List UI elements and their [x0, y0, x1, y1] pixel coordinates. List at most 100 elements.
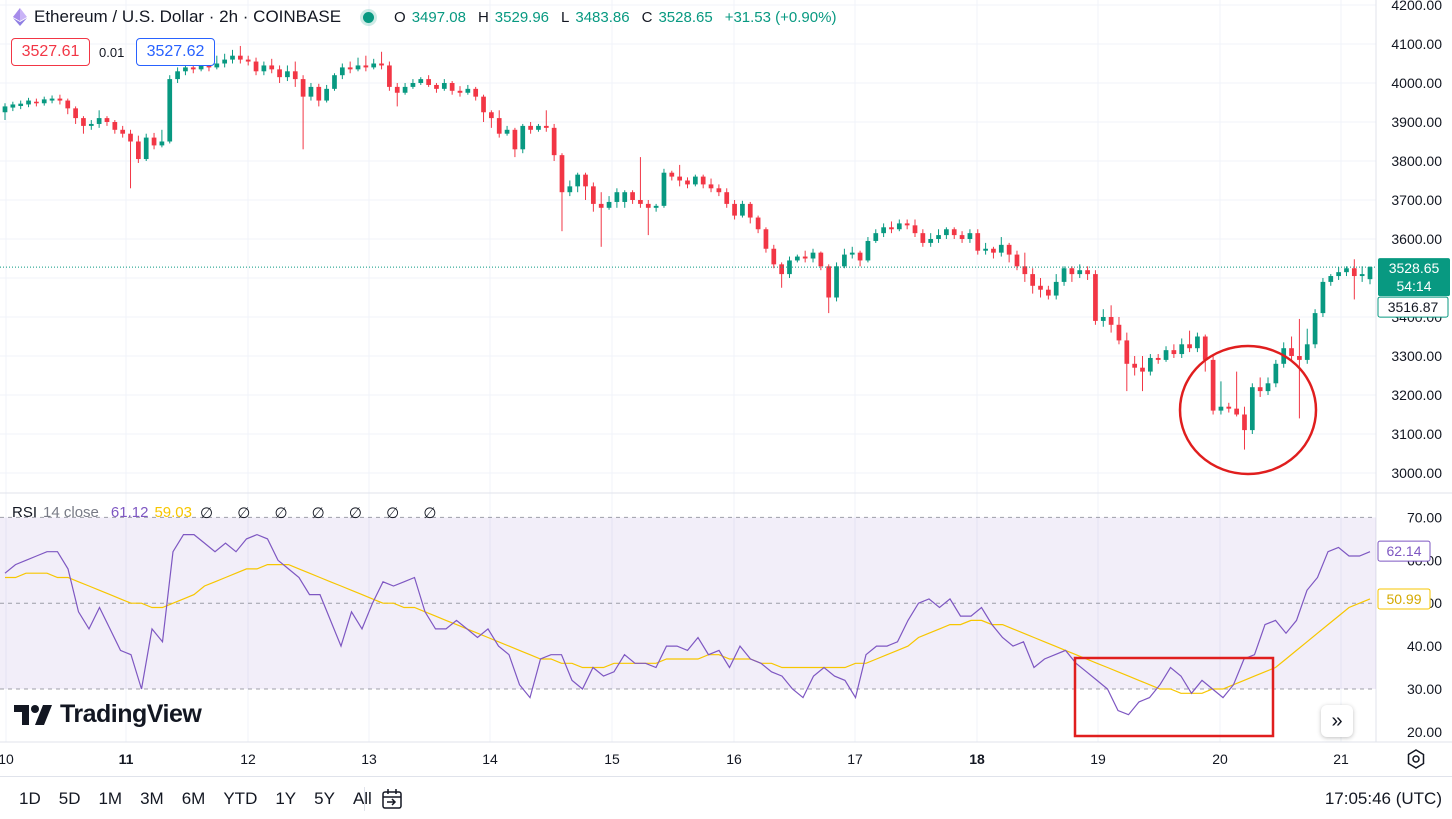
range-6m[interactable]: 6M: [181, 789, 206, 808]
candle[interactable]: [143, 133, 149, 161]
candle[interactable]: [1147, 354, 1153, 376]
candle[interactable]: [653, 203, 659, 212]
candle[interactable]: [1249, 383, 1255, 434]
candle[interactable]: [167, 75, 173, 144]
range-5y[interactable]: 5Y: [314, 789, 335, 808]
candle[interactable]: [842, 248, 847, 269]
candle[interactable]: [1351, 259, 1357, 300]
candle[interactable]: [967, 229, 973, 243]
candle[interactable]: [740, 200, 745, 218]
candle[interactable]: [18, 100, 24, 110]
candle[interactable]: [1218, 381, 1224, 415]
candle[interactable]: [387, 61, 392, 91]
candle[interactable]: [261, 61, 267, 76]
candle[interactable]: [732, 200, 737, 220]
utc-clock[interactable]: 17:05:46 (UTC): [1324, 789, 1442, 808]
candle[interactable]: [543, 110, 549, 132]
candle[interactable]: [253, 57, 259, 76]
candle[interactable]: [65, 98, 71, 115]
candle[interactable]: [1336, 267, 1341, 280]
candle[interactable]: [151, 132, 157, 150]
candle[interactable]: [379, 51, 384, 70]
candle[interactable]: [277, 65, 282, 83]
candle[interactable]: [465, 84, 471, 95]
candle[interactable]: [606, 196, 612, 210]
candle[interactable]: [1038, 278, 1043, 298]
range-all[interactable]: All: [352, 789, 372, 808]
candle[interactable]: [559, 153, 565, 232]
candle[interactable]: [661, 168, 667, 208]
candle[interactable]: [1155, 354, 1161, 364]
rsi-legend[interactable]: RSI 14 close 61.12 59.03 ∅ ∅ ∅ ∅ ∅ ∅ ∅: [12, 504, 446, 522]
candle[interactable]: [622, 190, 628, 208]
candle[interactable]: [1179, 338, 1185, 358]
candle[interactable]: [496, 110, 502, 138]
candle[interactable]: [512, 127, 518, 158]
candle[interactable]: [857, 250, 863, 267]
go-to-date-icon[interactable]: [380, 787, 404, 811]
candle[interactable]: [1053, 274, 1059, 300]
candle[interactable]: [1234, 371, 1239, 417]
candle[interactable]: [73, 106, 78, 124]
candle[interactable]: [457, 86, 463, 97]
candle[interactable]: [57, 94, 63, 105]
candle[interactable]: [332, 73, 337, 91]
candle[interactable]: [504, 125, 510, 136]
candle[interactable]: [865, 237, 871, 263]
candle[interactable]: [1132, 356, 1138, 376]
candle[interactable]: [49, 95, 55, 104]
candle[interactable]: [951, 227, 957, 239]
candle[interactable]: [928, 233, 934, 247]
candle[interactable]: [1257, 377, 1263, 397]
candle[interactable]: [128, 129, 133, 189]
candle[interactable]: [669, 170, 675, 181]
candle[interactable]: [959, 231, 965, 243]
candle[interactable]: [826, 264, 832, 314]
candle[interactable]: [245, 55, 251, 66]
tradingview-logo[interactable]: TradingView: [14, 700, 202, 729]
range-ytd[interactable]: YTD: [223, 789, 258, 808]
annotation-rectangle[interactable]: [1073, 656, 1275, 738]
candle[interactable]: [426, 75, 431, 87]
candle[interactable]: [591, 182, 596, 212]
candle[interactable]: [912, 219, 918, 238]
candle[interactable]: [677, 164, 683, 187]
candle[interactable]: [630, 190, 635, 204]
candle[interactable]: [410, 79, 416, 89]
candle[interactable]: [88, 120, 94, 130]
candle[interactable]: [104, 116, 110, 126]
candle[interactable]: [34, 98, 39, 107]
candle[interactable]: [300, 75, 306, 150]
symbol-title[interactable]: Ethereum / U.S. Dollar · 2h · COINBASE: [34, 7, 342, 26]
candle[interactable]: [1312, 309, 1318, 349]
candle[interactable]: [214, 55, 220, 70]
candle[interactable]: [1320, 278, 1326, 317]
candle[interactable]: [614, 188, 620, 208]
candle[interactable]: [998, 237, 1004, 257]
candle[interactable]: [873, 229, 879, 243]
candle[interactable]: [1077, 264, 1083, 278]
candle[interactable]: [700, 174, 706, 189]
candle[interactable]: [1273, 359, 1279, 388]
candle[interactable]: [1093, 270, 1098, 325]
candle[interactable]: [1006, 242, 1012, 263]
candle[interactable]: [1202, 334, 1208, 372]
candle[interactable]: [1014, 250, 1020, 271]
candle[interactable]: [1163, 346, 1169, 362]
candle[interactable]: [771, 244, 777, 269]
candle[interactable]: [371, 58, 377, 70]
candle[interactable]: [159, 129, 165, 148]
candle[interactable]: [567, 180, 573, 197]
candle[interactable]: [638, 157, 643, 208]
candle[interactable]: [81, 116, 86, 134]
candle[interactable]: [536, 123, 541, 132]
candle[interactable]: [1069, 266, 1075, 282]
candle[interactable]: [1304, 328, 1310, 364]
range-1m[interactable]: 1M: [98, 789, 123, 808]
candle[interactable]: [708, 178, 714, 193]
candle[interactable]: [316, 83, 322, 107]
candle[interactable]: [230, 49, 235, 64]
candle[interactable]: [794, 254, 800, 263]
candle[interactable]: [269, 58, 275, 74]
candle[interactable]: [418, 77, 424, 85]
